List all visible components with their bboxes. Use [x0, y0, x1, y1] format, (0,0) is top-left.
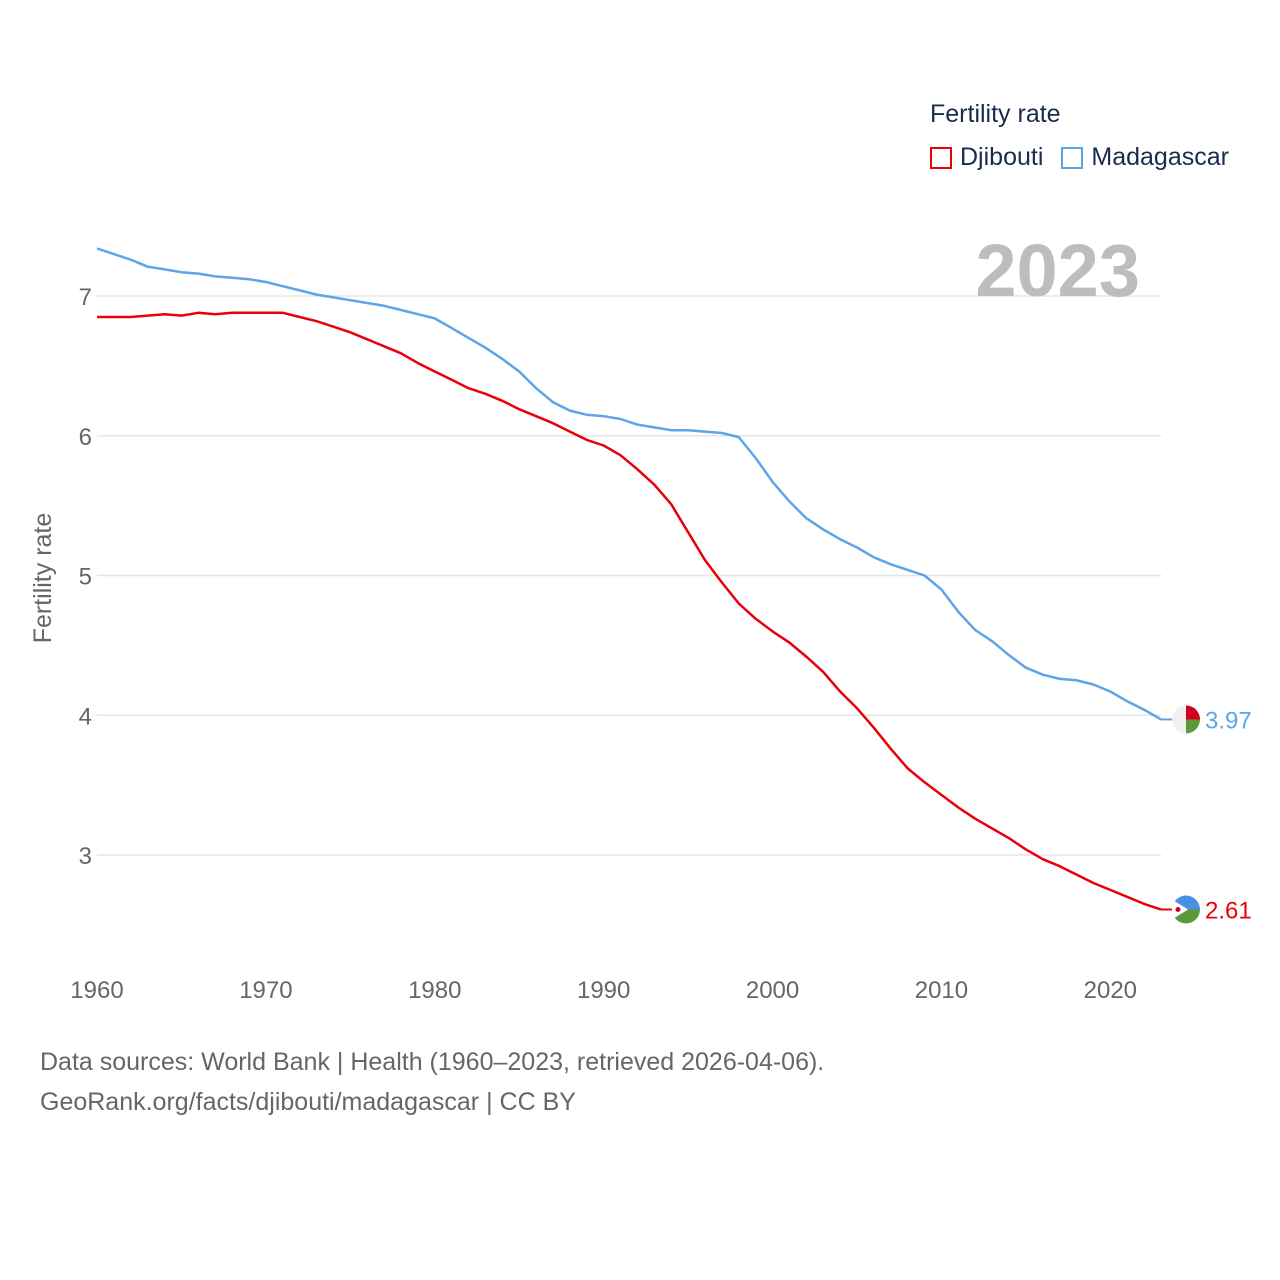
- series: [96, 247, 1162, 911]
- x-tick-label: 1960: [70, 977, 123, 1004]
- x-tick-label: 2020: [1084, 977, 1137, 1004]
- end-label-madagascar: 3.97: [1205, 707, 1252, 734]
- x-tick-label: 1990: [577, 977, 630, 1004]
- flag-djibouti-icon: [1172, 895, 1200, 924]
- current-year-label: 2023: [975, 229, 1140, 312]
- legend-swatch-madagascar: [1061, 146, 1084, 169]
- y-tick-label: 5: [79, 564, 92, 591]
- footer-source: Data sources: World Bank | Health (1960–…: [40, 1048, 825, 1076]
- x-tick-label: 1980: [408, 977, 461, 1004]
- footer: Data sources: World Bank | Health (1960–…: [40, 1042, 824, 1122]
- y-tick-label: 3: [79, 843, 92, 870]
- legend-title: Fertility rate: [930, 100, 1061, 128]
- footer-link[interactable]: GeoRank.org/facts/djibouti/madagascar | …: [40, 1088, 576, 1116]
- legend-item-madagascar[interactable]: Madagascar: [1061, 143, 1229, 172]
- legend-label-djibouti: Djibouti: [960, 143, 1044, 171]
- y-axis-ticks: 3 4 5 6 7: [79, 284, 92, 870]
- y-tick-label: 4: [79, 703, 92, 730]
- x-axis-ticks: 1960 1970 1980 1990 2000 2010 2020: [70, 977, 1137, 1004]
- grid: [97, 295, 1161, 856]
- y-tick-label: 6: [79, 424, 92, 451]
- legend: Djibouti Madagascar: [930, 143, 1247, 172]
- end-label-djibouti: 2.61: [1205, 898, 1252, 925]
- y-axis-title: Fertility rate: [29, 513, 57, 644]
- series-line-madagascar[interactable]: [96, 247, 1162, 721]
- x-tick-label: 2000: [746, 977, 799, 1004]
- y-tick-label: 7: [79, 284, 92, 311]
- legend-label-madagascar: Madagascar: [1091, 143, 1229, 171]
- x-tick-label: 2010: [915, 977, 968, 1004]
- legend-swatch-djibouti: [930, 146, 952, 169]
- end-markers: 2.61 3.97: [1161, 705, 1252, 925]
- legend-item-djibouti[interactable]: Djibouti: [930, 143, 1043, 172]
- flag-madagascar-icon: [1172, 705, 1200, 734]
- series-line-djibouti[interactable]: [97, 311, 1162, 911]
- x-tick-label: 1970: [239, 977, 292, 1004]
